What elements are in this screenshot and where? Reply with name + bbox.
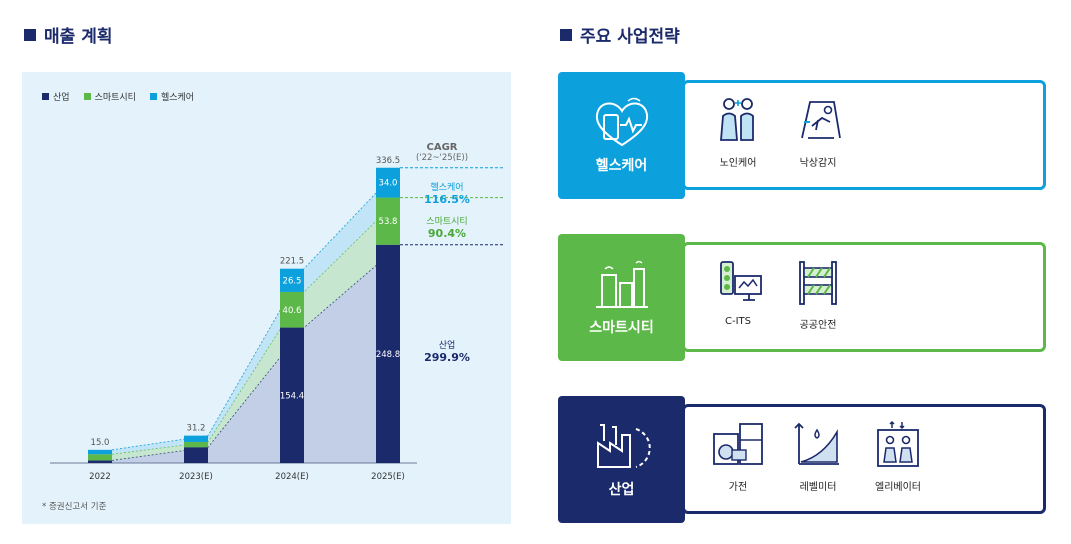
traffic-light-icon [720,261,762,301]
bar-2024(E)-산업 [280,327,304,463]
total-label: 336.5 [376,156,400,166]
strategy-title-text: 주요 사업전략 [580,27,680,47]
strategy-items: 가전 레벨미터 엘리베이터 [698,420,938,493]
connector-line-0 [111,244,401,461]
legend-item-healthcare: 헬스케어 [149,90,195,103]
item-label: 낙상감지 [799,158,837,169]
legend-item-industry: 산업 [42,90,70,103]
cagr-period: ('22~'25(E)) [415,153,469,163]
bar-2025(E)-스마트시티 [376,197,400,245]
cagr-smartcity: 스마트시티 90.4% [407,214,487,240]
strategy-title: 주요 사업전략 [560,22,680,47]
connector-line-1 [111,197,401,455]
item-c-its: C-ITS [698,258,778,331]
appliance-icon [713,423,763,465]
factory-icon [596,423,651,468]
item-level-meter: 레벨미터 [778,420,858,493]
cagr-name: 헬스케어 [430,183,464,193]
cagr-name: 산업 [438,341,456,351]
item-fall-detection: 낙상감지 [778,96,858,169]
cagr-value: 116.5% [424,193,470,206]
chart-panel: 15.0 2022 31.2 2023(E) 154.4 40.6 26.5 221.5 202… [22,72,511,524]
item-label: 레벨미터 [799,482,837,493]
bar-value-label: 34.0 [379,179,398,189]
strategy-items: 노인케어 낙상감지 [698,96,858,169]
bar-value-label: 53.8 [379,217,398,227]
bar-2023(E)-산업 [184,447,208,463]
item-elevator: 엘리베이터 [858,420,938,493]
item-label: C-ITS [725,316,751,327]
sales-plan-title-text: 매출 계획 [44,27,113,47]
bar-2022-스마트시티 [88,454,112,461]
bar-2025(E)-헬스케어 [376,167,400,198]
total-label: 221.5 [280,257,304,267]
legend-swatch [83,93,91,100]
cagr-name: 스마트시티 [426,217,468,227]
bar-value-label: 40.6 [283,306,302,316]
title-square-icon [24,28,36,41]
connector-area-0 [112,244,400,463]
bar-2024(E)-스마트시티 [280,291,304,328]
connector-line-2 [111,167,401,451]
bar-2022-산업 [88,460,112,463]
legend-swatch [149,93,157,100]
badge-label: 산업 [608,481,635,498]
cagr-title: CAGR [426,142,458,153]
barrier-icon [799,261,837,305]
bar-value-label: 26.5 [283,276,302,286]
bar-2025(E)-산업 [376,244,400,463]
footnote: * 증권신고서 기준 [42,502,107,512]
bar-2022-헬스케어 [88,449,112,455]
item-label: 노인케어 [719,158,757,169]
bar-2023(E)-헬스케어 [184,435,208,442]
legend-label: 스마트시티 [94,93,136,103]
item-elderly-care: 노인케어 [698,96,778,169]
bar-value-label: 154.4 [280,391,304,401]
badge-label: 헬스케어 [595,157,648,174]
x-tick-label: 2025(E) [371,472,405,482]
cagr-value: 299.9% [424,351,470,364]
title-square-icon [560,28,572,41]
legend-label: 산업 [53,93,70,103]
legend-swatch [42,93,49,100]
bar-2024(E)-헬스케어 [280,268,304,292]
fall-detection-icon [801,101,841,139]
revenue-chart: 15.0 2022 31.2 2023(E) 154.4 40.6 26.5 221.5 202… [50,156,504,482]
cagr-industry: 산업 299.9% [407,338,487,364]
item-label: 가전 [728,482,748,493]
x-tick-label: 2022 [89,472,111,482]
legend-item-smartcity: 스마트시티 [83,90,136,103]
cagr-header: CAGR ('22~'25(E)) [412,142,472,163]
strategy-items: C-ITS 공공안전 [698,258,858,331]
item-appliance: 가전 [698,420,778,493]
elevator-icon [877,420,919,467]
badge-healthcare: 헬스케어 [558,72,685,199]
badge-smartcity: 스마트시티 [558,234,685,361]
level-meter-icon [794,422,839,465]
cagr-value: 90.4% [427,227,467,240]
bar-value-label: 248.8 [376,350,400,360]
bar-2023(E)-스마트시티 [184,441,208,448]
legend-label: 헬스케어 [160,93,195,103]
item-public-safety: 공공안전 [778,258,858,331]
chart-legend: 산업 스마트시티 헬스케어 [42,90,194,103]
x-tick-label: 2024(E) [275,472,309,482]
heart-phone-icon [595,97,648,146]
smart-building-icon [595,260,648,308]
item-label: 공공안전 [799,320,837,331]
x-tick-label: 2023(E) [179,472,213,482]
sales-plan-title: 매출 계획 [24,22,112,47]
total-label: 15.0 [91,438,110,448]
elderly-care-icon [720,98,754,141]
item-label: 엘리베이터 [875,482,921,493]
cagr-healthcare: 헬스케어 116.5% [407,180,487,206]
badge-industry: 산업 [558,396,685,523]
badge-label: 스마트시티 [589,319,654,336]
total-label: 31.2 [187,424,206,434]
card-frame [682,242,1046,352]
